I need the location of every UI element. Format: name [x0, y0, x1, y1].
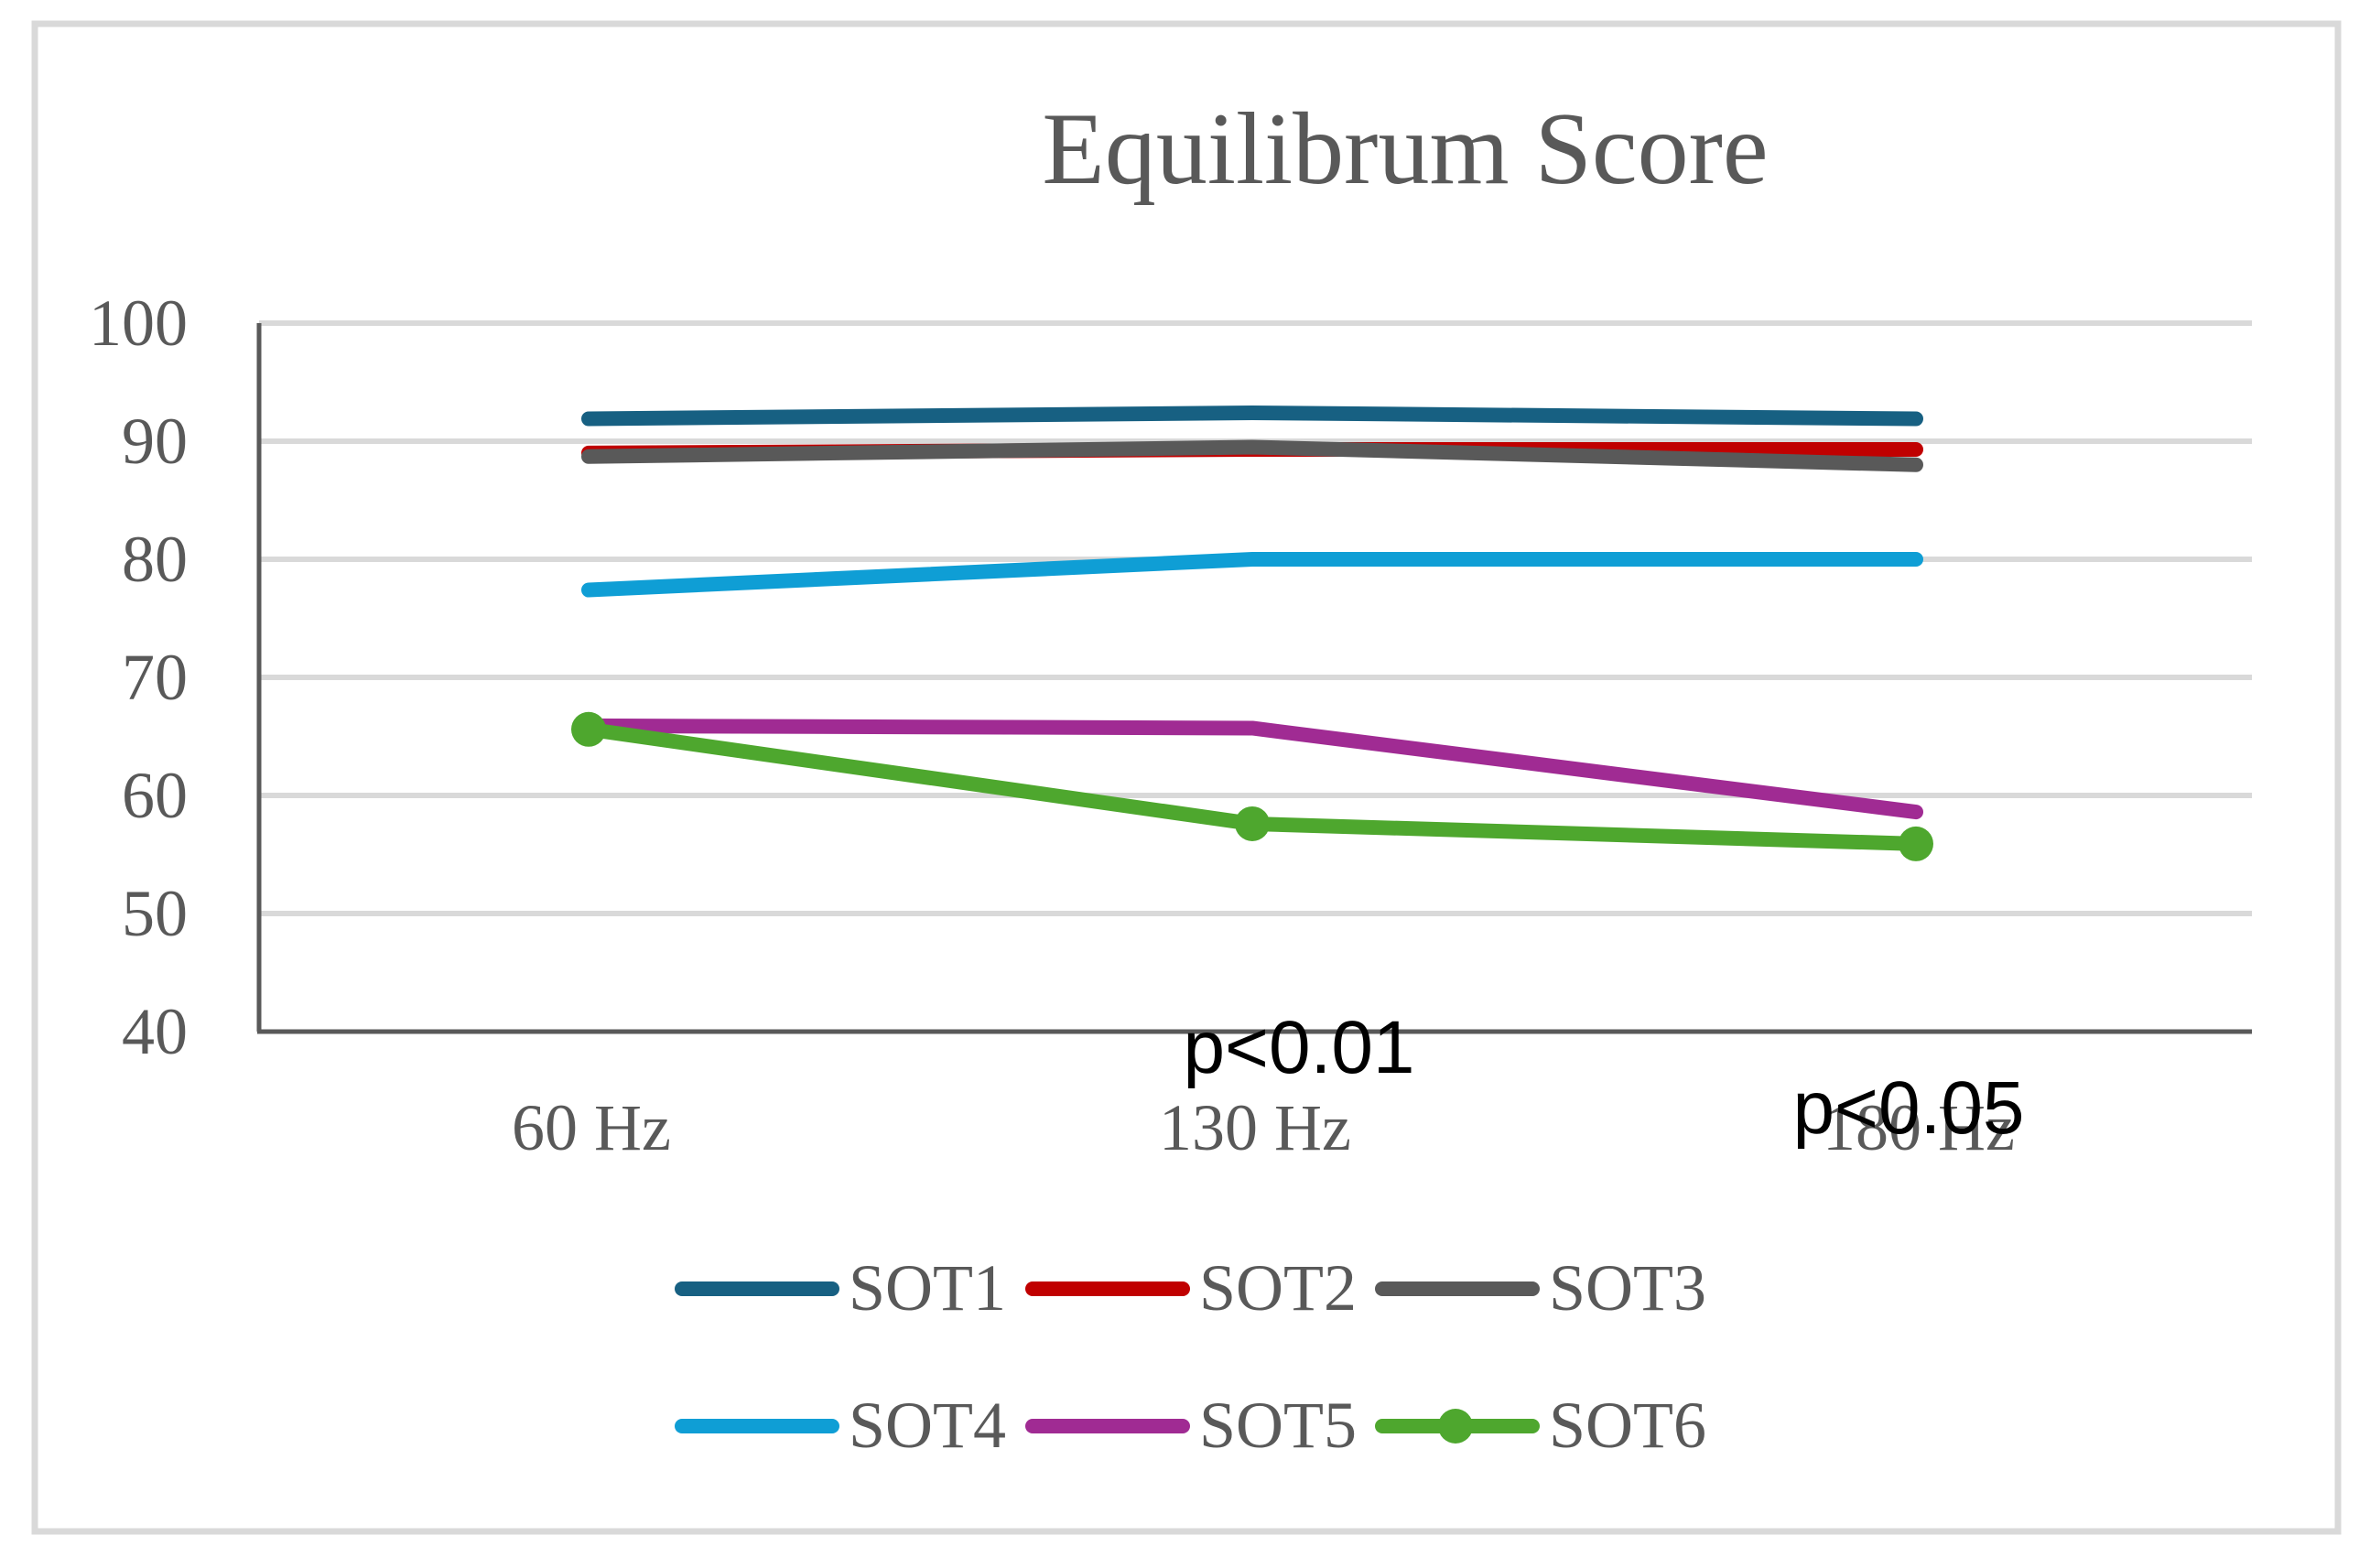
legend: SOT1 SOT2 SOT3 SOT4 SOT5 SOT6 [675, 1251, 1706, 1462]
annotation-p-0-05: p<0.05 [1792, 1066, 2024, 1150]
legend-item-sot3: SOT3 [1375, 1251, 1706, 1325]
legend-label: SOT6 [1549, 1389, 1706, 1462]
y-tick-50: 50 [122, 877, 188, 950]
y-tick-60: 60 [122, 759, 188, 832]
legend-label: SOT1 [849, 1251, 1006, 1325]
legend-item-sot6: SOT6 [1375, 1389, 1706, 1462]
x-tick-60hz: 60 Hz [512, 1091, 671, 1164]
y-axis-tick-labels: 100 90 80 70 60 50 40 [89, 287, 188, 1068]
legend-label: SOT5 [1199, 1389, 1357, 1462]
legend-label: SOT2 [1199, 1251, 1357, 1325]
series-lines [571, 406, 1933, 861]
series-line-sot4 [581, 552, 1923, 598]
legend-item-sot5: SOT5 [1025, 1389, 1357, 1462]
x-tick-180hz: 180 Hz [1823, 1091, 2015, 1164]
annotation-p-0-01: p<0.01 [1183, 1006, 1414, 1089]
y-tick-90: 90 [122, 405, 188, 478]
y-tick-40: 40 [122, 995, 188, 1068]
y-tick-100: 100 [89, 287, 188, 360]
legend-label: SOT4 [849, 1389, 1006, 1462]
y-tick-80: 80 [122, 523, 188, 596]
marker-sot6-1 [1235, 806, 1270, 841]
y-tick-70: 70 [122, 641, 188, 714]
series-line-sot1 [581, 406, 1923, 427]
legend-label: SOT3 [1549, 1251, 1706, 1325]
marker-sot6-0 [571, 711, 606, 747]
x-axis-tick-labels: 60 Hz 130 Hz 180 Hz [512, 1091, 2015, 1164]
chart-title: Equilibrum Score [1042, 92, 1768, 206]
chart-border [31, 20, 2342, 1535]
series-line-sot3 [581, 439, 1923, 472]
legend-item-sot1: SOT1 [675, 1251, 1006, 1325]
series-line-sot5 [581, 718, 1923, 820]
legend-item-sot4: SOT4 [675, 1389, 1006, 1462]
legend-item-sot2: SOT2 [1025, 1251, 1357, 1325]
x-tick-130hz: 130 Hz [1159, 1091, 1351, 1164]
marker-sot6-2 [1899, 826, 1933, 861]
legend-marker-icon [1438, 1409, 1473, 1444]
